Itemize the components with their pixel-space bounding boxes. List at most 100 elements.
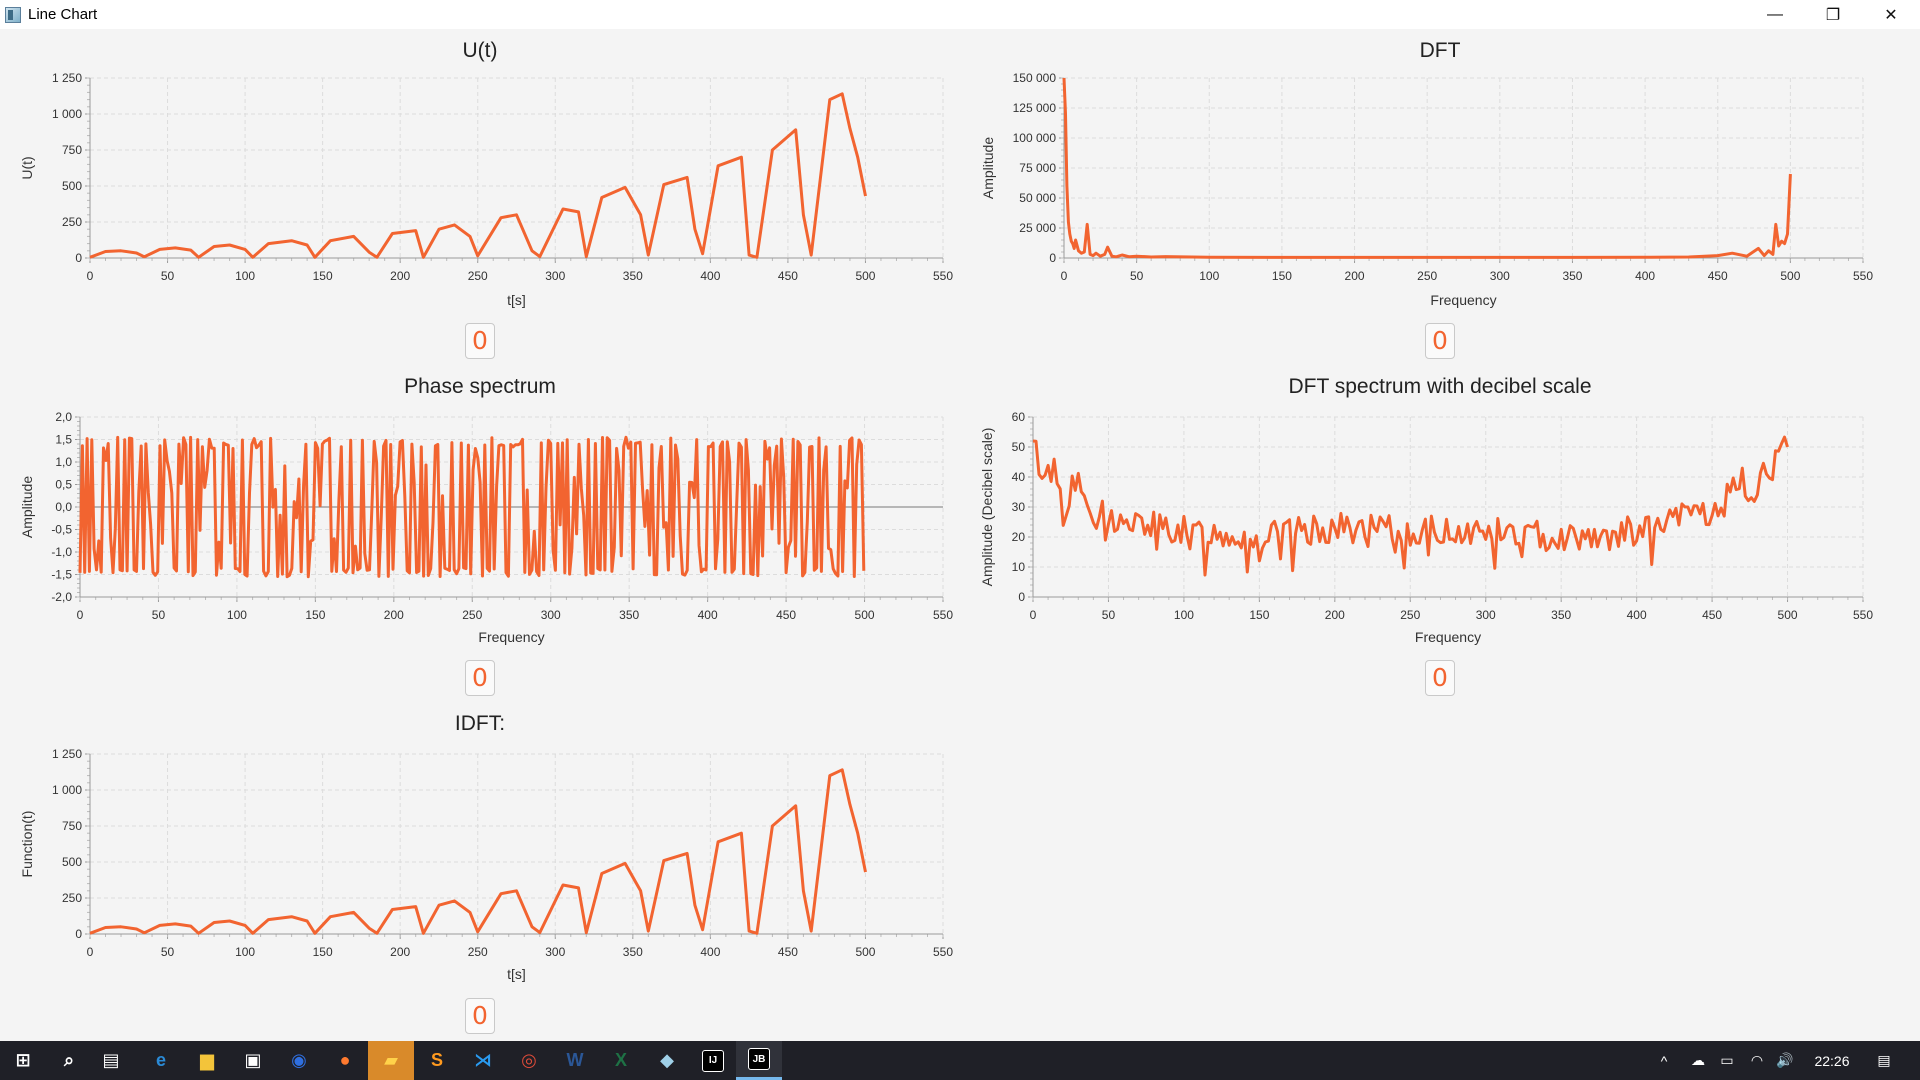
search-button[interactable]: ⌕ [46, 1041, 92, 1080]
x-axis-label: Frequency [478, 629, 544, 645]
chart-svg: 0 50 100 150 200 250 300 350 400 450 500 550 0 250 500… [19, 71, 953, 308]
tray-wifi[interactable]: ◠ [1744, 1041, 1770, 1080]
sublime-button[interactable]: S [414, 1041, 460, 1080]
cloud-icon: ☁ [1691, 1052, 1705, 1068]
y-tick-label: 10 [1012, 560, 1026, 574]
jetbrains-button[interactable]: JB [736, 1041, 782, 1080]
task-view-button[interactable]: ▤ [88, 1041, 134, 1080]
tray-chevron[interactable]: ^ [1654, 1041, 1674, 1080]
battery-icon: ▭ [1720, 1052, 1734, 1068]
minimize-button[interactable]: — [1767, 5, 1783, 23]
app-button[interactable]: ◆ [644, 1041, 690, 1080]
intellij-button[interactable]: IJ [690, 1041, 736, 1080]
y-tick-label: -1,5 [51, 568, 72, 582]
y-tick-label: 60 [1012, 410, 1026, 424]
x-tick-label: 100 [227, 608, 247, 622]
sticky-notes-icon: ▰ [384, 1050, 398, 1070]
x-tick-label: 450 [776, 608, 796, 622]
x-tick-label: 150 [1249, 608, 1269, 622]
x-axis-label: t[s] [507, 292, 526, 308]
word-button[interactable]: W [552, 1041, 598, 1080]
y-tick-label: 50 [1012, 440, 1026, 454]
window-title: Line Chart [28, 6, 98, 23]
series-line [78, 435, 866, 579]
tray-volume[interactable]: 🔊 [1772, 1041, 1798, 1080]
x-tick-label: 300 [1476, 608, 1496, 622]
window-titlebar: Line Chart — ❐ ✕ [0, 0, 1920, 29]
tray-onedrive[interactable]: ☁ [1684, 1041, 1712, 1080]
x-axis-label: Frequency [1430, 292, 1496, 308]
x-tick-label: 50 [1130, 269, 1144, 283]
sublime-icon: S [430, 1050, 443, 1070]
counter-phase: 0 [465, 660, 495, 696]
x-tick-label: 50 [161, 269, 175, 283]
excel-icon: X [614, 1050, 627, 1070]
counter-db: 0 [1425, 660, 1455, 696]
x-tick-label: 350 [623, 269, 643, 283]
y-tick-label: 750 [62, 143, 82, 157]
close-button[interactable]: ✕ [1884, 6, 1898, 24]
x-tick-label: 150 [313, 269, 333, 283]
maximize-button[interactable]: ❐ [1825, 6, 1841, 24]
x-tick-label: 300 [545, 945, 565, 959]
x-tick-label: 300 [1490, 269, 1510, 283]
chart-svg: 0 50 100 150 200 250 300 350 400 450 500 550 0 10 20 30… [979, 410, 1873, 645]
y-tick-label: 1 250 [52, 71, 82, 85]
chart-idft: 0 50 100 150 200 250 300 350 400 450 500 550 0 250 500… [0, 704, 960, 1034]
y-tick-label: 100 000 [1013, 131, 1057, 145]
y-tick-label: 0 [1049, 251, 1056, 265]
x-tick-label: 200 [1345, 269, 1365, 283]
edge-button[interactable]: e [138, 1041, 184, 1080]
vscode-button[interactable]: ⋊ [460, 1041, 506, 1080]
x-tick-label: 450 [1708, 269, 1728, 283]
series-line [1062, 77, 1792, 259]
x-tick-label: 0 [1030, 608, 1037, 622]
tray-notification[interactable]: ▤ [1866, 1041, 1902, 1080]
x-tick-label: 250 [468, 945, 488, 959]
x-tick-label: 50 [152, 608, 166, 622]
plot-area [90, 754, 943, 934]
x-tick-label: 0 [87, 269, 94, 283]
x-tick-label: 450 [1702, 608, 1722, 622]
chart-svg: 0 50 100 150 200 250 300 350 400 450 500 550 0 25 000… [980, 71, 1873, 308]
maps-icon: ◉ [291, 1050, 307, 1070]
excel-button[interactable]: X [598, 1041, 644, 1080]
chart-phase: 0 50 100 150 200 250 300 350 400 450 500 550 -2,0 -1,… [0, 367, 960, 697]
x-tick-label: 450 [778, 945, 798, 959]
word-icon: W [566, 1050, 584, 1070]
x-axis-label: t[s] [507, 966, 526, 982]
tray-clock[interactable]: 22:26 [1804, 1041, 1860, 1080]
y-axis-label: Amplitude [980, 137, 996, 199]
sticky-notes-button[interactable]: ▰ [368, 1041, 414, 1080]
x-tick-label: 150 [313, 945, 333, 959]
firefox-button[interactable]: ● [322, 1041, 368, 1080]
y-axis-label: Amplitude [19, 476, 35, 538]
tray-battery[interactable]: ▭ [1714, 1041, 1740, 1080]
chart-title: U(t) [462, 39, 498, 62]
y-tick-label: 250 [62, 891, 82, 905]
notification-icon: ▤ [1877, 1052, 1891, 1068]
y-tick-label: 25 000 [1019, 221, 1056, 235]
y-tick-label: -0,5 [51, 523, 72, 537]
y-tick-label: 750 [62, 819, 82, 833]
maps-button[interactable]: ◉ [276, 1041, 322, 1080]
x-tick-label: 350 [619, 608, 639, 622]
chart-title: DFT [1419, 39, 1461, 62]
file-explorer-button[interactable]: ▆ [184, 1041, 230, 1080]
chart-dft: 0 50 100 150 200 250 300 350 400 450 500 550 0 25 000… [960, 29, 1920, 359]
x-tick-label: 0 [1061, 269, 1068, 283]
chrome-button[interactable]: ◎ [506, 1041, 552, 1080]
search-icon: ⌕ [63, 1050, 75, 1070]
task-view-icon: ▤ [102, 1050, 120, 1070]
y-axis-label: Function(t) [19, 811, 35, 878]
chart-svg: 0 50 100 150 200 250 300 350 400 450 500 550 0 250 500… [19, 747, 953, 982]
x-axis-label: Frequency [1415, 629, 1481, 645]
chrome-icon: ◎ [521, 1050, 537, 1070]
y-tick-label: 125 000 [1013, 101, 1057, 115]
x-tick-label: 250 [1417, 269, 1437, 283]
x-tick-label: 50 [161, 945, 175, 959]
plot-area [90, 78, 943, 258]
counter-dft: 0 [1425, 323, 1455, 359]
store-button[interactable]: ▣ [230, 1041, 276, 1080]
start-button[interactable]: ⊞ [0, 1041, 46, 1080]
